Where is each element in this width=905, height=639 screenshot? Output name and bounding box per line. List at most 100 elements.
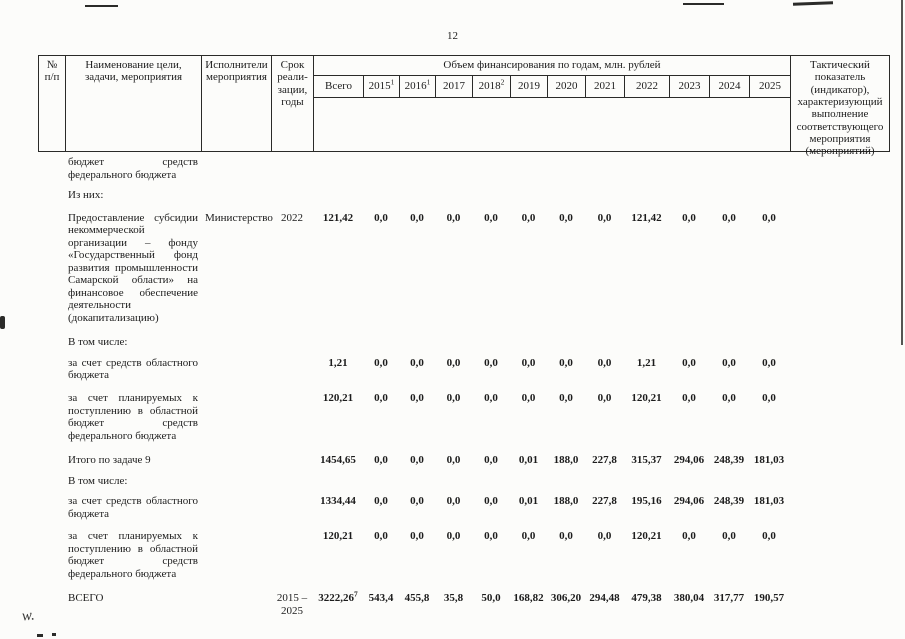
header-col-name: Наименование цели, задачи, мероприятия [66,56,202,151]
cell-year-value: 0,0 [446,530,461,543]
cell-year-value: 543,4 [368,592,394,605]
cell-year-value: 0,0 [484,391,498,404]
cell-year-value: 0,0 [597,530,612,543]
cell-total-value: 121,42 [322,211,354,224]
cell-year-value: 294,06 [673,495,705,508]
scan-mark [792,1,834,6]
cell-year-value: 315,37 [631,454,662,467]
cell-year-value: 0,0 [762,356,776,369]
cell-year-value: 0,0 [374,211,388,224]
cell-year-value: 380,04 [673,592,705,605]
cell-year-value: 0,0 [762,211,776,224]
cell-term: 2022 [281,211,303,224]
cell-year-value: 0,0 [410,454,424,467]
cell-year-value: 0,0 [559,356,573,369]
cell-year-value: 0,0 [521,530,536,543]
cell-activity-name: за счет планируемых к поступлению в обла… [68,530,198,580]
cell-year-value: 0,0 [374,495,388,508]
cell-year-value: 188,0 [553,454,579,467]
cell-year-value: 317,77 [713,592,745,605]
cell-total-value: 3222,267 [318,589,358,605]
cell-year-value: 0,0 [446,211,461,224]
cell-year-value: 35,8 [443,592,464,605]
cell-year-value: 0,0 [446,356,461,369]
header-col-indicator: Тактический показатель (индикатор), хара… [790,56,889,157]
cell-total-value: 1,21 [328,356,348,369]
cell-year-value: 0,01 [518,495,539,508]
cell-year-value: 0,0 [559,391,573,404]
cell-year-value: 0,0 [446,495,461,508]
header-col-year: 2021 [586,76,625,97]
cell-year-value: 0,0 [484,495,498,508]
cell-year-value: 181,03 [753,495,785,508]
cell-year-value: 294,06 [673,454,705,467]
table-row: В том числе: [38,475,890,488]
table-row: за счет планируемых к поступлению в обла… [38,392,890,442]
cell-year-value: 0,0 [597,211,612,224]
header-funding-title: Объем финансирования по годам, млн. рубл… [314,56,790,76]
header-funding-group: Объем финансирования по годам, млн. рубл… [314,56,790,151]
cell-year-value: 0,0 [682,391,696,404]
cell-year-value: 227,8 [592,495,617,508]
table-row: Из них: [38,189,890,202]
header-col-year: 2020 [548,76,586,97]
header-col-year: 20161 [400,76,436,97]
scan-mark [37,634,43,637]
cell-year-value: 227,8 [592,454,617,467]
table-row: Итого по задаче 9 1454,65 0,0 0,0 0,0 0,0 0,01… [38,454,890,467]
cell-year-value: 0,0 [722,211,736,224]
cell-year-value: 0,0 [521,391,536,404]
cell-year-value: 0,0 [682,530,696,543]
page-number: 12 [447,30,458,42]
table-row: за счет средств областного бюджета 1334,4… [38,495,890,520]
cell-year-value: 0,0 [374,391,388,404]
cell-year-value: 0,0 [722,391,736,404]
cell-year-value: 0,0 [762,530,776,543]
header-years-row: Всего 20151 20161 2017 20182 2019 2020 2021 2022… [314,76,790,98]
cell-year-value: 0,0 [410,356,424,369]
table-header: № п/п Наименование цели, задачи, меропри… [38,55,890,157]
header-col-number: № п/п [39,56,66,151]
scan-mark [52,633,56,636]
scan-mark [85,5,118,7]
cell-year-value: 50,0 [481,592,501,605]
cell-year-value: 0,0 [722,356,736,369]
cell-year-value: 0,0 [559,530,573,543]
cell-year-value: 0,0 [374,530,388,543]
header-col-year: 2019 [511,76,548,97]
cell-year-value: 0,0 [410,211,424,224]
header-col-executor: Исполнители мероприятия [202,56,272,151]
table-row: Предоставление субсидии некоммерческой о… [38,212,890,325]
header-col-year: 2017 [436,76,473,97]
table-row: за счет планируемых к поступлению в обла… [38,530,890,580]
cell-year-value: 455,8 [404,592,430,605]
cell-executor: Министерство [205,211,273,224]
header-col-year: 2022 [625,76,670,97]
cell-year-value: 0,0 [762,391,776,404]
cell-year-value: 120,21 [631,530,662,543]
cell-year-value: 195,16 [631,495,662,508]
cell-year-value: 0,0 [374,454,388,467]
scan-mark [683,3,724,5]
cell-year-value: 248,39 [713,454,745,467]
header-col-year: 20182 [473,76,511,97]
cell-year-value: 0,0 [597,356,612,369]
cell-activity-name: Итого по задаче 9 [68,454,151,467]
table-row: за счет средств областного бюджета 1,21 0,… [38,357,890,382]
cell-activity-name: ВСЕГО [68,592,104,605]
cell-year-value: 0,0 [597,391,612,404]
cell-year-value: 0,0 [484,454,498,467]
cell-activity-name: В том числе: [68,474,128,487]
cell-activity-name: за счет средств областного бюджета [68,356,198,382]
header-col-year: 20151 [364,76,400,97]
cell-year-value: 188,0 [553,495,579,508]
cell-year-value: 248,39 [713,495,745,508]
cell-total-value: 120,21 [322,530,354,543]
cell-year-value: 1,21 [636,356,657,369]
table-row: ВСЕГО 2015 – 2025 3222,267 543,4 455,8 35,8 50… [38,589,890,617]
cell-year-value: 0,0 [521,211,536,224]
scan-edge-line [901,0,903,345]
cell-year-value: 0,0 [484,356,498,369]
cell-year-value: 0,0 [521,356,536,369]
